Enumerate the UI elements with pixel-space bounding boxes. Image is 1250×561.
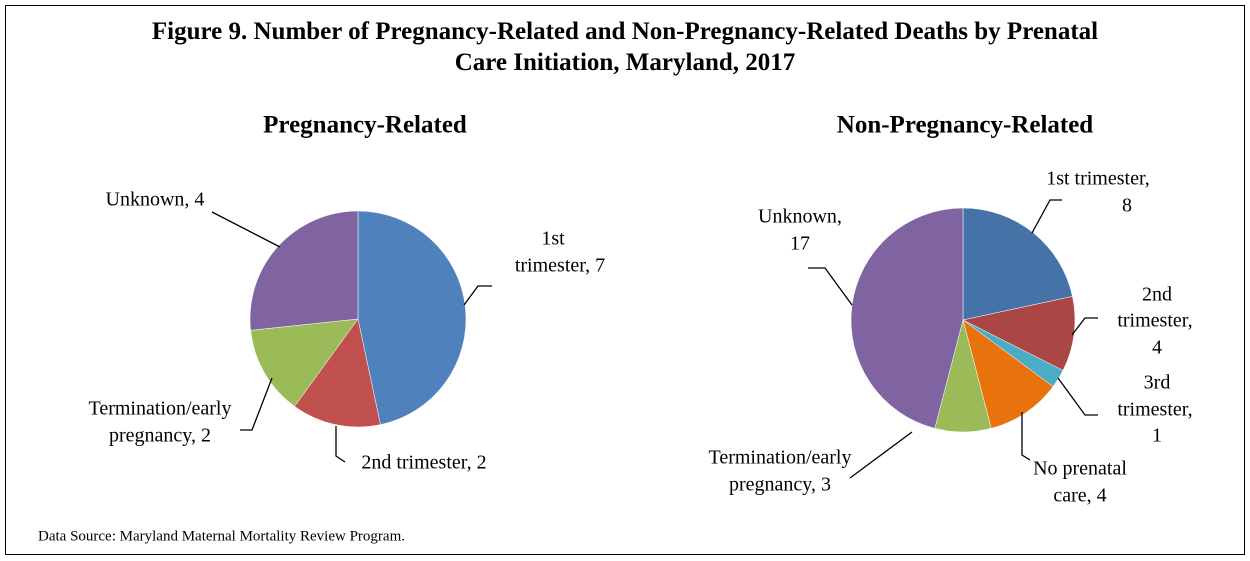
leader-line bbox=[463, 285, 492, 306]
pie-slice bbox=[962, 296, 1076, 371]
leader-line bbox=[211, 211, 281, 248]
data-label: 1 bbox=[1152, 425, 1162, 447]
data-label: pregnancy, 2 bbox=[109, 425, 211, 447]
leader-line bbox=[1031, 199, 1062, 234]
leader-line bbox=[849, 431, 913, 479]
data-label: 3rd bbox=[1144, 372, 1171, 394]
data-label: Termination/early bbox=[89, 398, 232, 420]
leader-line bbox=[1057, 377, 1098, 416]
data-label: pregnancy, 3 bbox=[729, 474, 831, 496]
pie-slice bbox=[294, 318, 381, 428]
pie-title: Pregnancy-Related bbox=[263, 112, 467, 139]
data-label: 2nd trimester, 2 bbox=[361, 452, 486, 474]
pie-slice bbox=[249, 210, 359, 331]
pie-title: Non-Pregnancy-Related bbox=[837, 112, 1094, 139]
source-note: Data Source: Maryland Maternal Mortality… bbox=[38, 528, 405, 544]
data-label: 1st bbox=[541, 228, 565, 250]
leader-line bbox=[335, 426, 346, 463]
pie-slice bbox=[850, 207, 964, 429]
data-label: No prenatal bbox=[1033, 458, 1127, 480]
data-label: 1st trimester, bbox=[1046, 168, 1150, 190]
pie-slice bbox=[250, 318, 359, 407]
pie-slice bbox=[962, 319, 1054, 429]
leader-line bbox=[1071, 317, 1098, 336]
figure-title: Figure 9. Number of Pregnancy-Related an… bbox=[151, 18, 1099, 76]
data-label: Unknown, 4 bbox=[106, 189, 205, 211]
pie-slice bbox=[357, 210, 467, 425]
data-label: trimester, bbox=[1117, 399, 1192, 421]
pie-slice bbox=[962, 207, 1073, 321]
data-label: Termination/early bbox=[709, 447, 852, 469]
data-label: Unknown, bbox=[758, 206, 842, 228]
data-label: trimester, 7 bbox=[515, 255, 605, 277]
data-label: 4 bbox=[1152, 337, 1162, 359]
leader-line bbox=[240, 377, 273, 431]
data-label: care, 4 bbox=[1053, 485, 1106, 507]
leader-line bbox=[808, 267, 853, 306]
data-label: 8 bbox=[1122, 195, 1132, 217]
data-label: 2nd bbox=[1142, 284, 1172, 306]
leader-line bbox=[1021, 412, 1031, 461]
frame bbox=[5, 5, 1245, 555]
data-label: 17 bbox=[790, 233, 810, 255]
data-label: trimester, bbox=[1117, 310, 1192, 332]
